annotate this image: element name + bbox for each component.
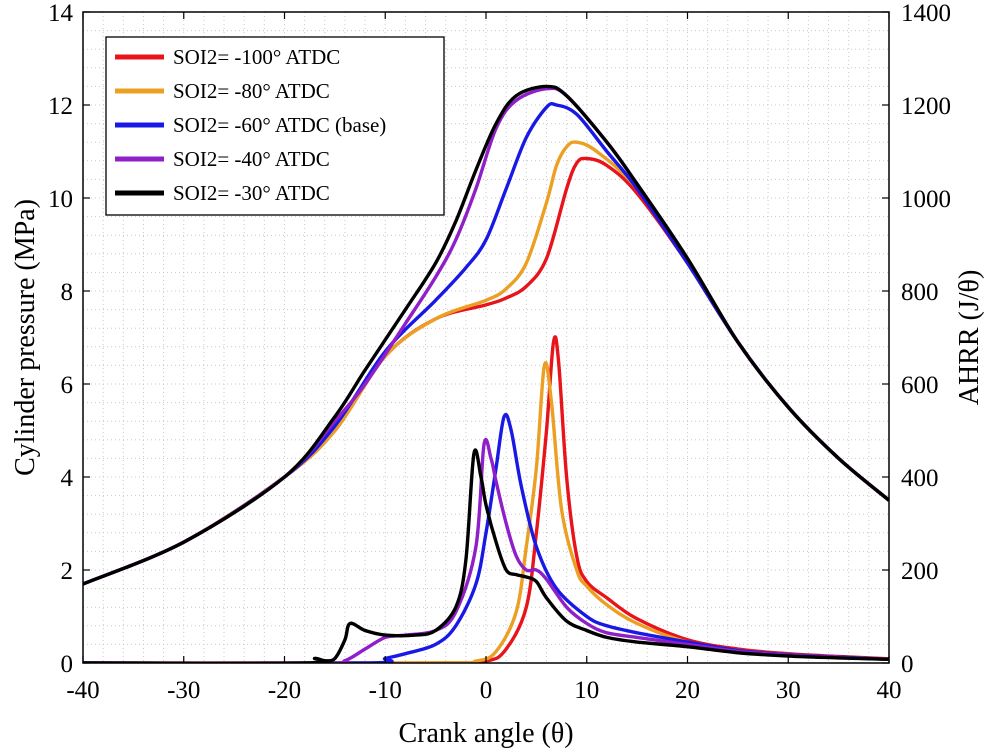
legend-label: SOI2= -40° ATDC bbox=[173, 147, 330, 171]
ticks: -40 -30 -20 -10 0 10 20 30 400246810121402004006… bbox=[48, 0, 951, 704]
y-tick-label-left: 8 bbox=[61, 279, 74, 306]
y-tick-label-right: 1400 bbox=[901, 0, 951, 27]
x-tick-label: -10 bbox=[369, 677, 402, 704]
y-tick-label-right: 1000 bbox=[901, 186, 951, 213]
y-tick-label-left: 10 bbox=[48, 186, 73, 213]
y-tick-label-left: 4 bbox=[61, 465, 74, 492]
legend-label: SOI2= -100° ATDC bbox=[173, 45, 340, 69]
y-tick-label-right: 1200 bbox=[901, 93, 951, 120]
ahrr-line-series-4 bbox=[83, 437, 889, 663]
x-tick-label: -30 bbox=[167, 677, 200, 704]
y-tick-label-left: 2 bbox=[61, 558, 74, 585]
legend-label: SOI2= -30° ATDC bbox=[173, 181, 330, 205]
y-axis-label-left: Cylinder pressure (MPa) bbox=[10, 199, 41, 476]
legend: SOI2= -100° ATDC SOI2= -80° ATDC SOI2= -60… bbox=[105, 36, 445, 216]
legend-label: SOI2= -60° ATDC (base) bbox=[173, 113, 386, 137]
y-tick-label-right: 800 bbox=[901, 279, 939, 306]
ahrr-line-series-3 bbox=[83, 412, 889, 663]
x-axis-label: Crank angle (θ) bbox=[398, 718, 573, 749]
legend-label: SOI2= -80° ATDC bbox=[173, 79, 330, 103]
x-tick-label: 20 bbox=[675, 677, 700, 704]
x-tick-label: -20 bbox=[268, 677, 301, 704]
y-tick-label-right: 200 bbox=[901, 558, 939, 585]
x-tick-label: -40 bbox=[66, 677, 99, 704]
series-group bbox=[83, 84, 889, 663]
y-tick-label-left: 0 bbox=[61, 651, 74, 678]
x-tick-label: 0 bbox=[480, 677, 493, 704]
x-tick-label: 30 bbox=[776, 677, 801, 704]
y-tick-label-left: 12 bbox=[48, 93, 73, 120]
y-axis-label-right: AHRR (J/θ) bbox=[954, 270, 985, 406]
pressure-line-series-5 bbox=[83, 84, 889, 586]
series-layer bbox=[83, 84, 889, 663]
y-tick-label-left: 6 bbox=[61, 372, 74, 399]
y-tick-label-right: 400 bbox=[901, 465, 939, 492]
y-tick-label-left: 14 bbox=[48, 0, 74, 27]
y-tick-label-right: 0 bbox=[901, 651, 914, 678]
x-tick-label: 40 bbox=[877, 677, 902, 704]
ahrr-line-series-5 bbox=[83, 448, 889, 663]
x-tick-label: 10 bbox=[574, 677, 599, 704]
y-tick-label-right: 600 bbox=[901, 372, 939, 399]
